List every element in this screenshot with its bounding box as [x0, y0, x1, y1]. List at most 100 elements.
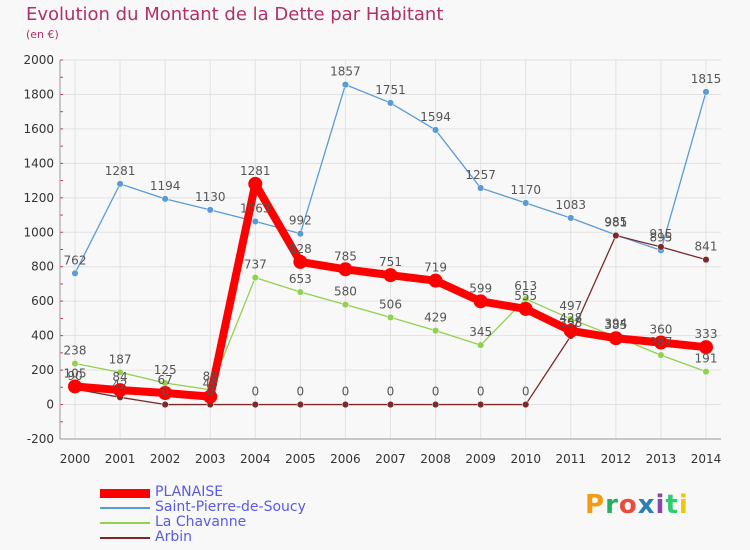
x-tick-label: 2007	[375, 452, 406, 466]
data-point	[432, 400, 440, 409]
data-point	[477, 400, 485, 409]
logo-letter: i	[655, 490, 666, 520]
data-label: 238	[64, 344, 87, 358]
data-point	[296, 400, 304, 409]
data-point	[612, 231, 620, 240]
legend-swatch	[100, 537, 150, 539]
x-tick-label: 2014	[691, 452, 722, 466]
data-point	[702, 256, 710, 264]
data-point	[518, 301, 533, 316]
data-point	[296, 288, 304, 296]
chart-subtitle: (en €)	[26, 28, 59, 41]
axes: -200020040060080010001200140016001800200…	[23, 53, 721, 466]
data-label: 84	[112, 370, 127, 384]
proxiti-logo: Proxiti	[585, 490, 689, 520]
data-point	[251, 217, 259, 225]
data-point	[296, 230, 304, 238]
data-label: 345	[469, 325, 492, 339]
series-group	[68, 81, 713, 409]
data-label: 0	[522, 385, 530, 399]
data-point	[699, 340, 713, 355]
data-point	[158, 386, 173, 401]
data-label: 398	[559, 316, 582, 330]
y-tick-label: 1000	[23, 225, 54, 239]
data-label: 497	[559, 299, 582, 313]
data-label: 1170	[510, 183, 541, 197]
legend-label: Saint-Pierre-de-Soucy	[155, 499, 306, 515]
x-tick-label: 2004	[240, 452, 271, 466]
data-label: 187	[109, 352, 132, 366]
data-point	[341, 301, 349, 309]
data-label: 429	[424, 311, 447, 325]
data-point	[386, 400, 395, 409]
data-label: 191	[695, 352, 718, 366]
x-tick-label: 2010	[510, 452, 541, 466]
data-point	[203, 389, 218, 404]
data-point	[522, 199, 530, 207]
data-point	[386, 313, 395, 321]
data-point	[68, 379, 82, 394]
data-point	[428, 273, 443, 288]
data-point	[251, 400, 259, 409]
data-point	[248, 176, 263, 191]
data-label: 394	[604, 317, 627, 331]
data-point	[293, 254, 308, 269]
x-tick-label: 2009	[465, 452, 496, 466]
data-point	[653, 335, 668, 350]
legend-label: Arbin	[155, 529, 192, 545]
data-point	[477, 184, 485, 192]
data-label: 0	[342, 385, 350, 399]
data-label: 1281	[105, 164, 136, 178]
x-tick-label: 2005	[285, 452, 316, 466]
data-label: 737	[244, 258, 267, 272]
y-tick-label: 1800	[23, 87, 54, 101]
data-label: 0	[297, 385, 305, 399]
data-label: 1281	[240, 164, 271, 178]
x-tick-label: 2011	[556, 452, 587, 466]
data-label: 762	[64, 253, 87, 267]
grid	[60, 59, 721, 440]
data-label: 992	[289, 214, 312, 228]
legend-swatch	[100, 522, 150, 524]
data-point	[71, 359, 79, 368]
data-point	[567, 214, 575, 222]
legend-swatch	[100, 488, 150, 498]
data-label: 385	[604, 318, 627, 332]
x-tick-label: 2012	[601, 452, 632, 466]
data-label: 1594	[420, 110, 451, 124]
data-label: 915	[649, 227, 672, 241]
data-label: 0	[387, 385, 395, 399]
data-label: 841	[695, 240, 718, 254]
data-label: 785	[334, 249, 357, 263]
data-label: 985	[604, 215, 627, 229]
data-point	[383, 268, 398, 283]
y-tick-label: 800	[31, 260, 54, 274]
data-label: 1130	[195, 190, 226, 204]
legend-label: La Chavanne	[155, 514, 247, 530]
x-tick-label: 2003	[195, 452, 226, 466]
data-point	[116, 180, 124, 188]
data-point	[608, 331, 623, 346]
x-tick-label: 2002	[150, 452, 181, 466]
data-point	[657, 351, 665, 359]
data-label: 613	[514, 279, 537, 293]
data-point	[116, 368, 124, 376]
data-labels: 105 84 67 46 1281 828 785 751 719 599 555 428 385 360…	[64, 65, 722, 399]
x-tick-label: 2013	[646, 452, 677, 466]
data-point	[161, 400, 169, 409]
x-tick-label: 2008	[420, 452, 451, 466]
data-label: 1857	[330, 65, 361, 79]
data-point	[161, 195, 169, 203]
y-tick-label: 200	[31, 363, 54, 377]
data-label: 67	[158, 373, 173, 387]
data-point	[386, 99, 395, 107]
data-label: 0	[432, 385, 440, 399]
data-label: 599	[469, 281, 492, 295]
logo-letter: i	[678, 490, 689, 520]
data-label: 1751	[375, 83, 406, 97]
data-label: 125	[154, 363, 177, 377]
data-label: 86	[203, 370, 218, 384]
data-point	[113, 383, 128, 398]
data-point	[563, 323, 578, 338]
